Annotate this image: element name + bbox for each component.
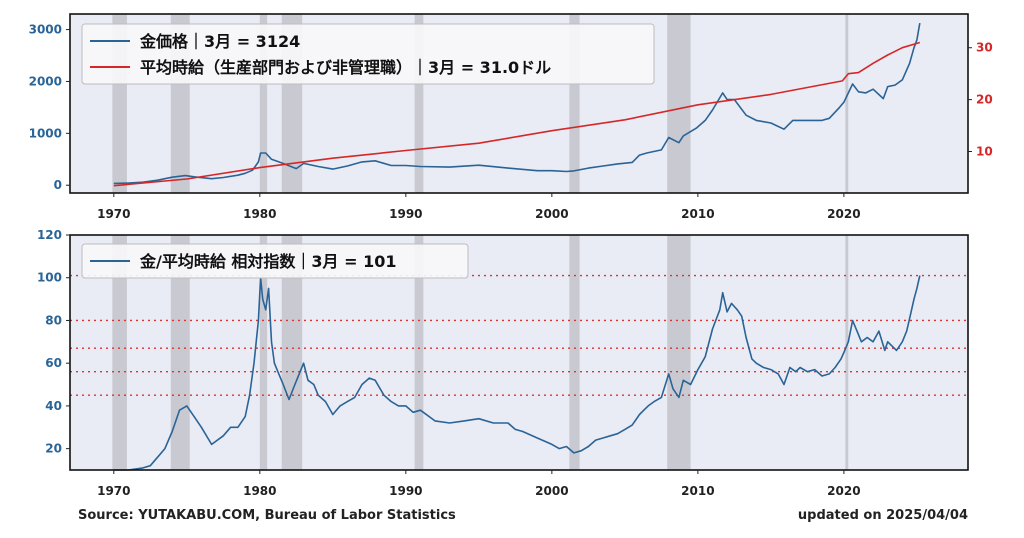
bottom-chart-legend-label: 金/平均時給 相対指数｜3月 = 101	[139, 252, 397, 271]
bottom-chart-border	[69, 234, 969, 471]
bottom-chart-x-tick-label: 2000	[535, 484, 568, 498]
bottom-chart-recession-band	[112, 235, 127, 470]
bottom-chart-recession-band	[414, 235, 424, 470]
gold-wage-ratio-line	[113, 275, 921, 471]
bottom-y-tick-label: 120	[37, 228, 62, 242]
source-note: Source: YUTAKABU.COM, Bureau of Labor St…	[78, 508, 456, 523]
bottom-y-tick-label: 40	[45, 399, 62, 413]
bottom-chart-recession-band	[845, 235, 849, 470]
top-chart-recession-band	[845, 14, 849, 193]
bottom-chart-recession-band	[281, 235, 303, 470]
top-right-y-tick-label: 10	[976, 144, 993, 158]
top-left-y-tick-label: 0	[54, 178, 62, 192]
top-chart-x-tick-label: 2000	[535, 207, 568, 221]
bottom-chart-recession-band	[667, 235, 691, 470]
bottom-chart-x-tick-label: 2010	[681, 484, 714, 498]
top-chart-recession-band	[414, 14, 424, 193]
top-chart-recession-band	[667, 14, 691, 193]
top-chart-x-tick-label: 1990	[389, 207, 422, 221]
top-chart-recession-band	[569, 14, 580, 193]
bottom-y-tick-label: 60	[45, 356, 62, 370]
bottom-chart-x-tick-label: 1970	[97, 484, 130, 498]
updated-note: updated on 2025/04/04	[797, 508, 968, 523]
top-left-y-tick-label: 3000	[29, 23, 62, 37]
top-chart-x-tick-label: 1980	[243, 207, 276, 221]
bottom-y-tick-label: 80	[45, 313, 62, 327]
bottom-y-tick-label: 100	[37, 271, 62, 285]
bottom-chart-x-tick-label: 2020	[827, 484, 860, 498]
bottom-chart-recession-band	[259, 235, 268, 470]
bottom-chart-x-tick-label: 1980	[243, 484, 276, 498]
top-chart-x-tick-label: 2020	[827, 207, 860, 221]
top-chart-legend-label: 平均時給（生産部門および非管理職）｜3月 = 31.0ドル	[140, 58, 551, 77]
top-right-y-tick-label: 20	[976, 93, 993, 107]
top-chart-x-tick-label: 2010	[681, 207, 714, 221]
bottom-chart-x-tick-label: 1990	[389, 484, 422, 498]
bottom-chart-legend-box	[81, 243, 469, 279]
top-right-y-tick-label: 30	[976, 41, 993, 55]
bottom-chart-recession-band	[569, 235, 580, 470]
hourly-wage-line	[113, 41, 921, 187]
top-chart-legend-box	[81, 23, 655, 85]
bottom-y-tick-label: 20	[45, 442, 62, 456]
top-left-y-tick-label: 1000	[29, 126, 62, 140]
top-left-y-tick-label: 2000	[29, 74, 62, 88]
top-chart-legend-label: 金価格｜3月 = 3124	[139, 32, 300, 51]
top-chart-recession-band	[259, 14, 268, 193]
gold-price-line	[113, 22, 921, 185]
top-chart-border	[69, 13, 969, 194]
bottom-chart-recession-band	[170, 235, 190, 470]
top-chart-x-tick-label: 1970	[97, 207, 130, 221]
